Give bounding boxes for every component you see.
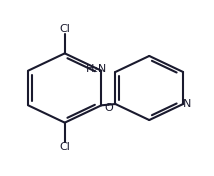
Text: O: O [104,103,113,113]
Text: N: N [183,99,191,109]
Text: Cl: Cl [59,142,70,152]
Text: Cl: Cl [59,24,70,34]
Text: H₂N: H₂N [86,64,107,74]
